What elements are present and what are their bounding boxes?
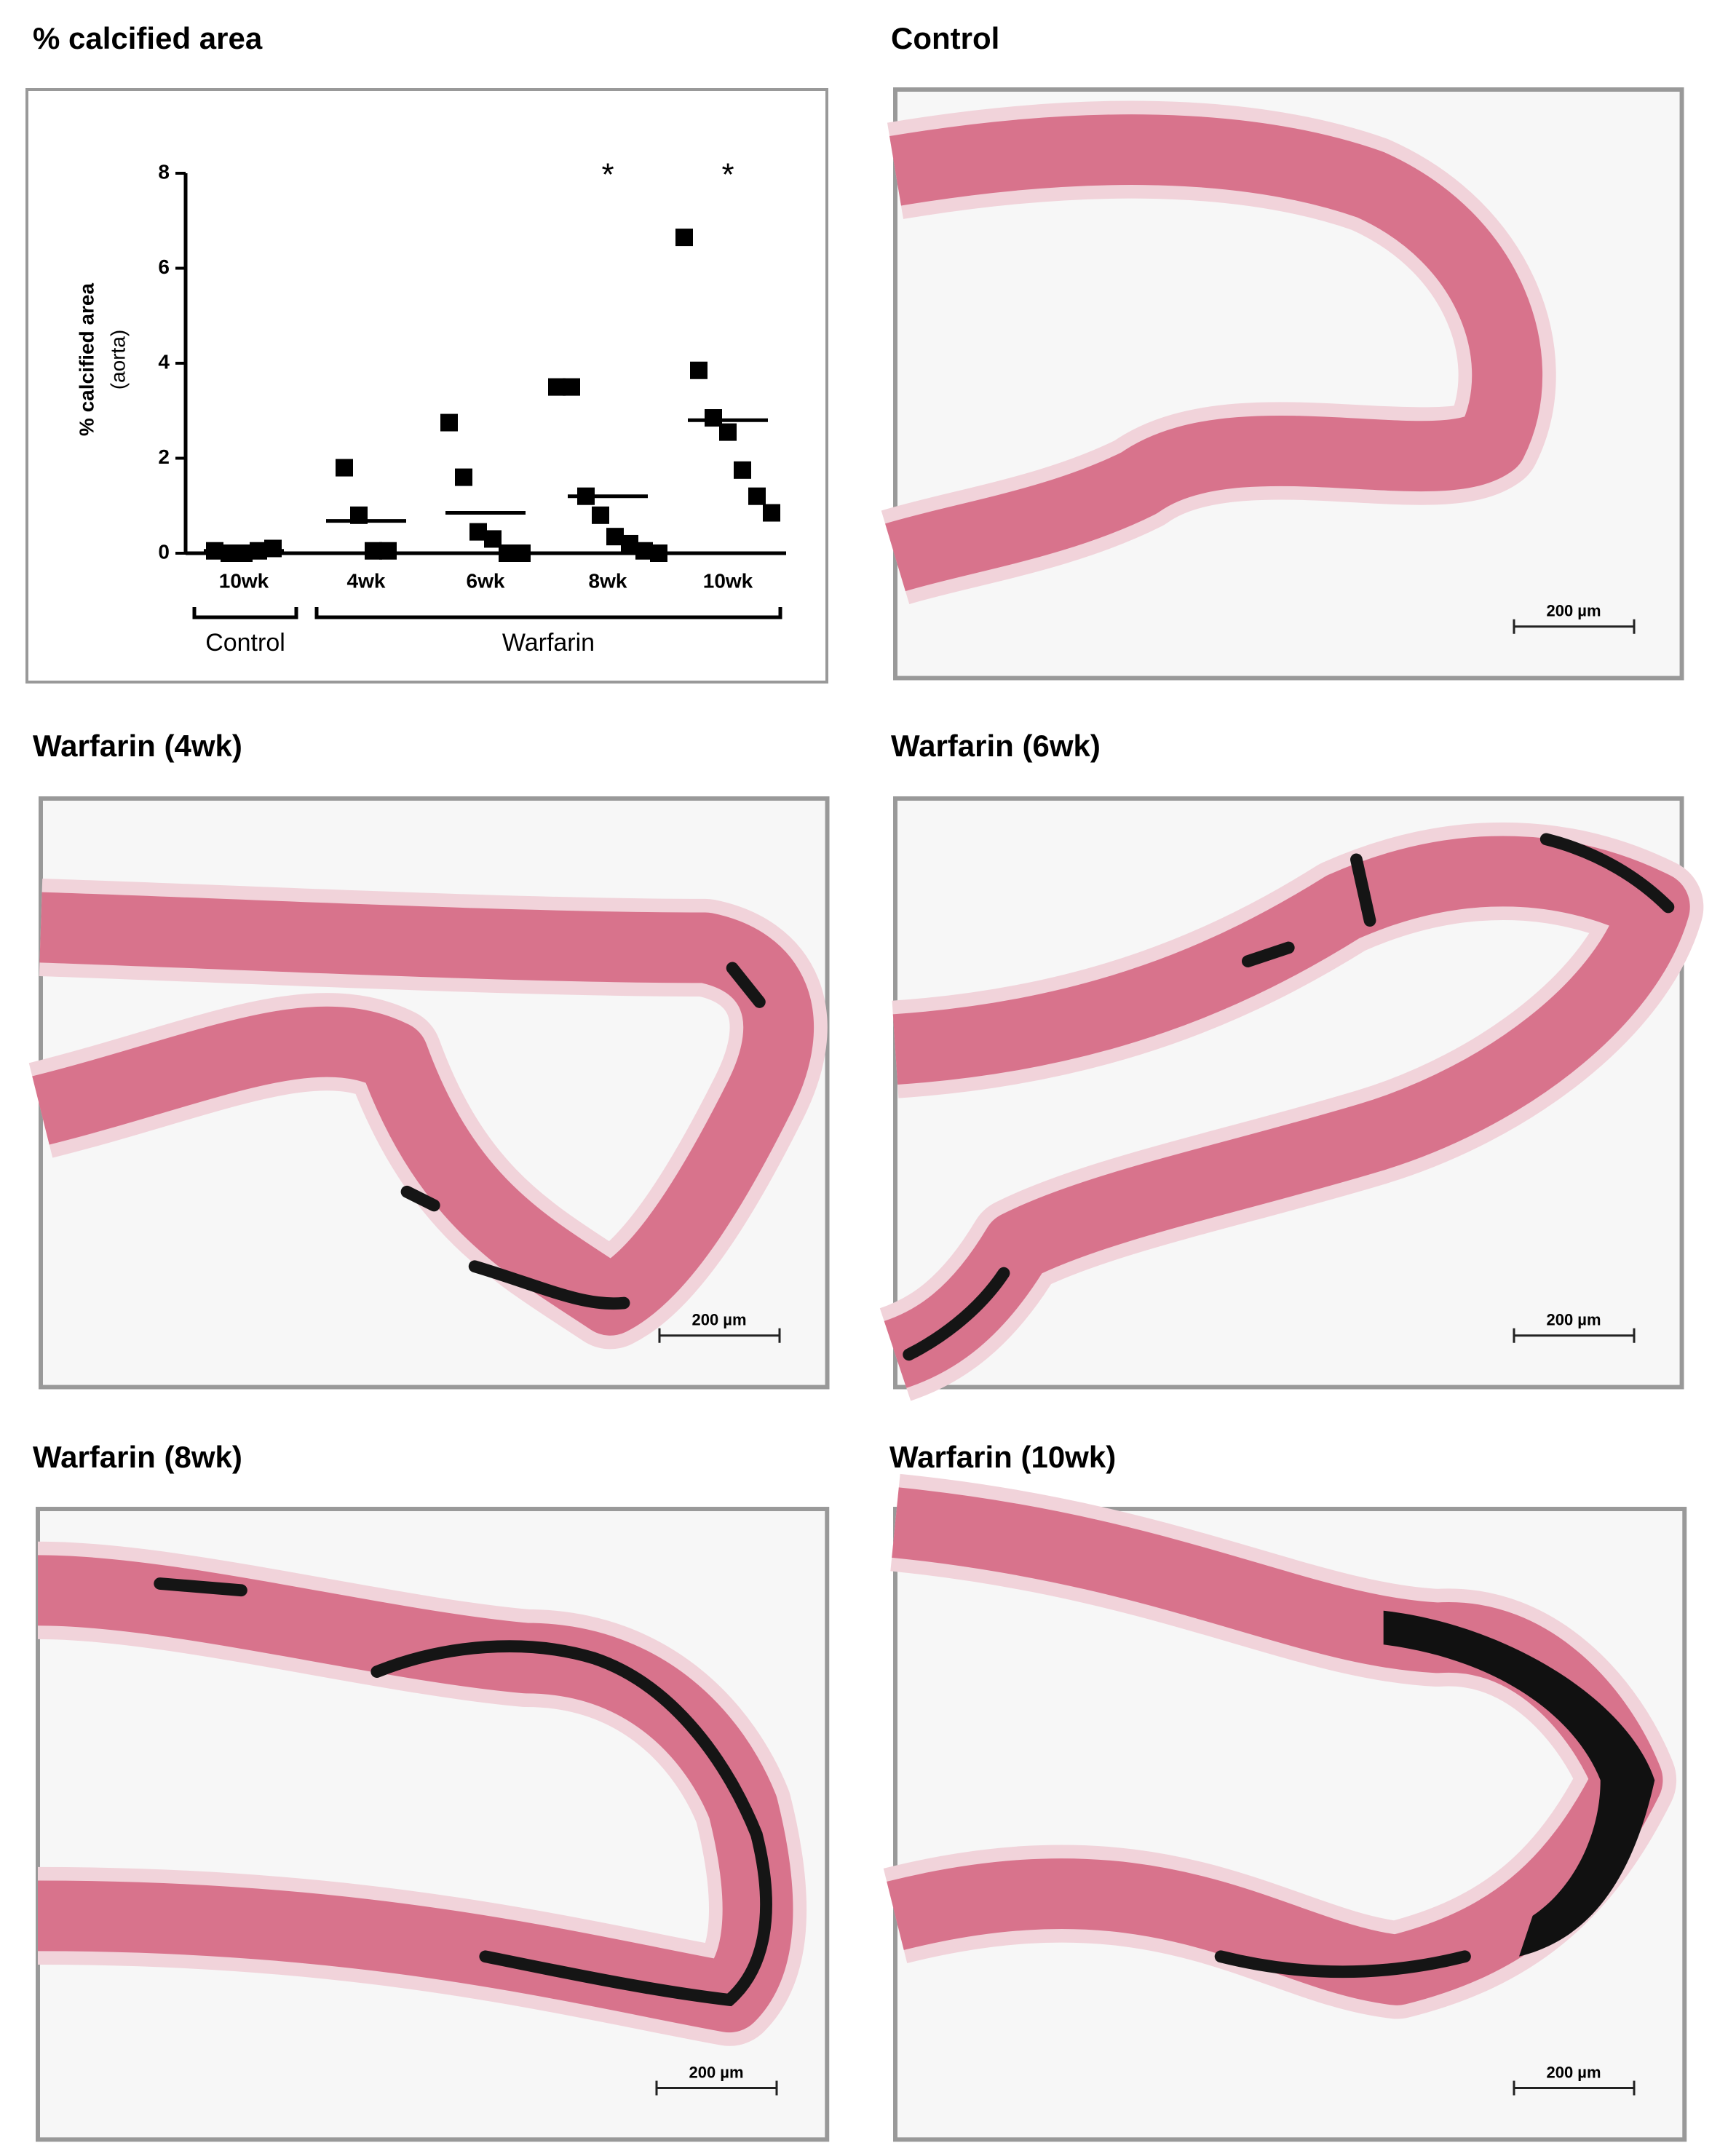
photo-6wk xyxy=(879,796,1704,1401)
x-tick-label: 10wk xyxy=(219,569,269,592)
data-point xyxy=(440,413,458,432)
photo-control xyxy=(881,87,1684,681)
group-label: Warfarin xyxy=(502,629,595,657)
scale-bar xyxy=(1513,619,1636,634)
photo-4wk xyxy=(28,796,830,1390)
x-tick-label: 6wk xyxy=(467,569,505,592)
scale-bar xyxy=(1513,2080,1636,2096)
data-point xyxy=(719,423,737,441)
scale-bar xyxy=(1513,1328,1636,1343)
y-tick-label: 0 xyxy=(158,540,170,563)
chart: 0 2 4 6 8 % calcified area (aorta) 10wk 4wk 6wk 8w… xyxy=(75,157,786,657)
data-point xyxy=(264,539,282,558)
y-tick-label: 2 xyxy=(158,445,170,468)
chart-title: % calcified area xyxy=(33,21,263,55)
calcification xyxy=(1383,1610,1655,1957)
scale-bar xyxy=(655,2080,778,2096)
data-point xyxy=(455,468,472,486)
scale-label: 200 µm xyxy=(691,1311,746,1329)
y-tick-label: 4 xyxy=(158,350,170,373)
panel-title: Control xyxy=(891,21,999,55)
panel-title: Warfarin (10wk) xyxy=(889,1440,1116,1474)
data-point xyxy=(734,461,751,479)
group-label: Control xyxy=(205,629,285,657)
y-axis-sublabel: (aorta) xyxy=(106,330,129,389)
significance: * xyxy=(601,157,614,193)
panel-title: Warfarin (4wk) xyxy=(33,729,242,763)
group-bracket xyxy=(192,607,298,619)
data-point xyxy=(513,544,531,562)
x-tick-label: 4wk xyxy=(347,569,386,592)
scale-label: 200 µm xyxy=(689,2063,743,2081)
data-point xyxy=(592,506,609,524)
x-tick-label: 8wk xyxy=(589,569,627,592)
data-point xyxy=(690,361,708,379)
data-point xyxy=(763,504,780,522)
x-tick-label: 10wk xyxy=(703,569,753,592)
data-point xyxy=(336,459,353,477)
data-point xyxy=(379,542,397,560)
group-bracket xyxy=(314,607,782,619)
scale-label: 200 µm xyxy=(1546,602,1601,620)
photo-10wk xyxy=(883,1473,1687,2142)
data-point xyxy=(563,378,580,396)
y-tick-label: 8 xyxy=(158,160,170,183)
scale-bar xyxy=(658,1328,781,1343)
scale-label: 200 µm xyxy=(1546,2063,1601,2081)
significance: * xyxy=(721,157,734,193)
photo-8wk xyxy=(36,1507,830,2142)
data-point xyxy=(650,544,667,562)
panel-title: Warfarin (8wk) xyxy=(33,1440,242,1474)
panel-title: Warfarin (6wk) xyxy=(891,729,1101,763)
scale-label: 200 µm xyxy=(1546,1311,1601,1329)
y-axis-label: % calcified area xyxy=(75,283,98,437)
data-point xyxy=(748,487,766,505)
data-point xyxy=(675,229,693,247)
y-tick-label: 6 xyxy=(158,255,170,278)
chart-frame xyxy=(25,88,828,684)
